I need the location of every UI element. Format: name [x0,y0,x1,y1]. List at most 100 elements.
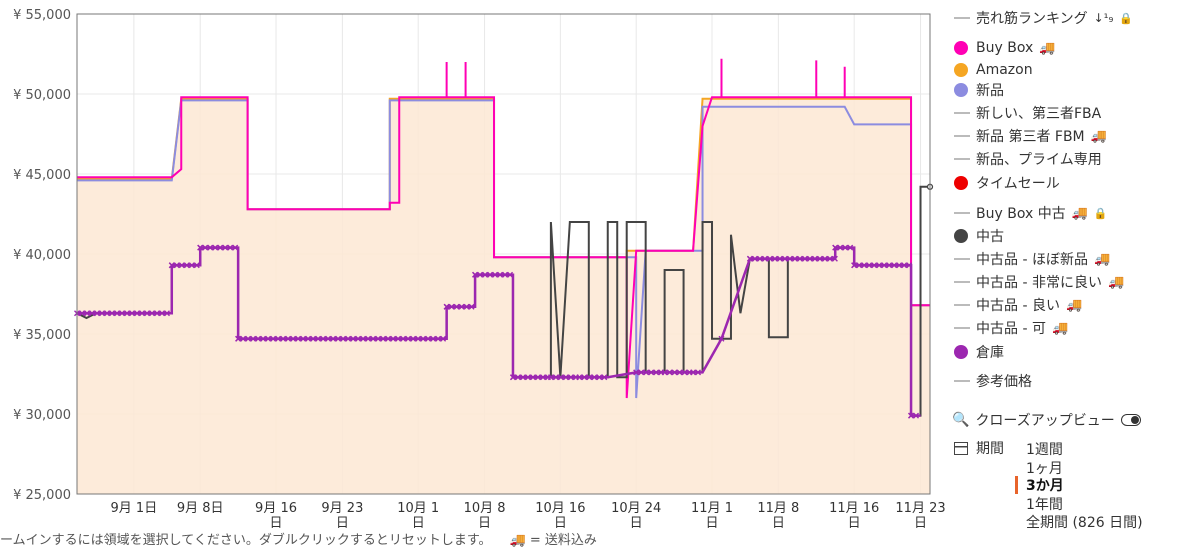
period-option[interactable]: 全期間 (826 日間) [1026,515,1143,531]
warehouse-marker [440,335,447,342]
warehouse-marker [173,262,180,269]
period-option[interactable]: 3か月 [1026,478,1064,494]
warehouse-marker [529,374,536,381]
legend-dot-icon [954,41,968,55]
legend-item[interactable]: タイムセール [952,172,1060,194]
warehouse-marker [492,271,499,278]
x-tick-label: 9月 1日 [111,501,158,516]
warehouse-marker [355,335,362,342]
legend-item[interactable]: 新しい、第三者FBA [952,102,1101,124]
warehouse-marker [552,374,559,381]
warehouse-marker [638,369,645,376]
toggle-switch-icon[interactable] [1120,414,1141,426]
legend-line-icon [954,380,970,382]
warehouse-marker [906,262,913,269]
legend-label: Buy Box 中古 [976,206,1066,222]
x-tick-label-line2: 日 [336,516,349,531]
warehouse-marker [524,374,531,381]
warehouse-marker [183,262,190,269]
warehouse-marker [801,255,808,262]
warehouse-marker [435,335,442,342]
warehouse-marker [913,412,920,419]
warehouse-marker [781,255,788,262]
warehouse-marker [79,310,85,317]
legend-label: 中古 [976,229,1004,245]
legend-line-icon [954,112,970,114]
warehouse-marker [217,244,224,251]
x-tick-label: 10月 8 [464,501,506,516]
legend-item[interactable]: Buy Box 中古 🚚 🔒 [952,202,1108,224]
warehouse-marker [581,374,588,381]
closeup-toggle-row[interactable]: 🔍 クローズアップビュー [952,410,1141,430]
warehouse-marker [340,335,347,342]
x-tick-label-line2: 日 [914,516,927,531]
sort-icon[interactable]: ↓¹₉ [1093,11,1114,25]
warehouse-marker [99,310,105,317]
warehouse-marker [832,244,839,251]
warehouse-marker [821,255,828,262]
x-tick-label: 10月 16 [535,501,585,516]
legend-item[interactable]: 倉庫 [952,341,1004,363]
warehouse-marker [315,335,322,342]
x-tick-label: 10月 24 [611,501,661,516]
legend-item[interactable]: 新品 [952,79,1004,101]
legend-line-icon [954,258,970,260]
warehouse-marker [385,335,392,342]
legend-item[interactable]: 中古品 - 非常に良い 🚚 [952,271,1124,293]
period-selected-marker [1015,476,1018,494]
warehouse-marker [202,244,209,251]
legend-label: 新品 第三者 FBM [976,129,1085,145]
warehouse-marker [370,335,377,342]
legend-item[interactable]: 中古品 - 可 🚚 [952,317,1068,339]
legend-item[interactable]: 中古品 - 良い 🚚 [952,294,1082,316]
period-label-row: 期間 [952,438,1004,458]
warehouse-marker [245,335,252,342]
warehouse-marker [300,335,307,342]
y-tick-label: ¥ 40,000 [13,248,71,263]
legend-item[interactable]: 参考価格 [952,370,1032,392]
x-tick-label-line2: 日 [772,516,785,531]
legend-item[interactable]: 新品 第三者 FBM 🚚 [952,125,1107,147]
warehouse-marker [109,310,115,317]
warehouse-marker [861,262,868,269]
warehouse-marker [270,335,277,342]
warehouse-marker [847,244,854,251]
warehouse-marker [472,271,479,278]
warehouse-marker [250,335,257,342]
warehouse-marker [881,262,888,269]
warehouse-marker [453,303,460,310]
legend-item[interactable]: Buy Box 🚚 [952,37,1055,59]
legend-item[interactable]: 新品、プライム専用 [952,148,1102,170]
warehouse-marker [144,310,150,317]
warehouse-marker [509,374,516,381]
warehouse-marker [576,374,583,381]
legend-item[interactable]: Amazon [952,59,1033,81]
legend-item[interactable]: 売れ筋ランキング ↓¹₉ 🔒 [952,7,1133,29]
warehouse-marker [168,262,175,269]
warehouse-marker [124,310,130,317]
period-option[interactable]: 1週間 [1026,442,1063,458]
warehouse-marker [212,244,219,251]
period-option[interactable]: 1ヶ月 [1026,461,1063,477]
warehouse-marker [448,303,455,310]
period-label: 期間 [976,441,1004,457]
warehouse-marker [547,374,554,381]
warehouse-marker [305,335,312,342]
warehouse-marker [410,335,417,342]
period-option[interactable]: 1年間 [1026,497,1063,513]
warehouse-marker [330,335,337,342]
warehouse-marker [207,244,214,251]
legend-label: 中古品 - 非常に良い [976,275,1102,291]
legend-item[interactable]: 中古 [952,225,1004,247]
warehouse-marker [648,369,655,376]
warehouse-marker [816,255,823,262]
hint-truck-note: 🚚 = 送料込み [509,533,597,548]
legend-item[interactable]: 中古品 - ほぼ新品 🚚 [952,248,1110,270]
warehouse-marker [458,303,465,310]
warehouse-marker [240,335,247,342]
warehouse-marker [557,374,564,381]
warehouse-marker [856,262,863,269]
x-tick-label: 11月 16 [829,501,879,516]
warehouse-marker [129,310,135,317]
